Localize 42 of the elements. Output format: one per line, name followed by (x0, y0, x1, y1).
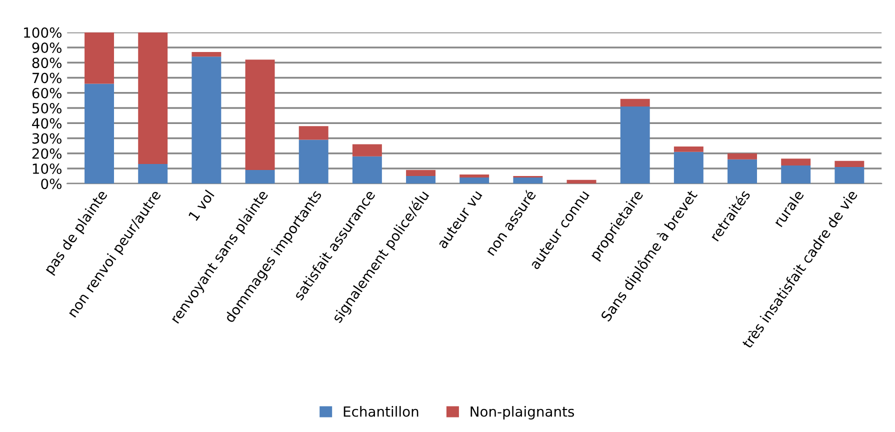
bar (298, 126, 328, 140)
bar (834, 166, 864, 184)
y-tick-label: 10% (32, 163, 62, 174)
bar (298, 140, 328, 184)
bar (352, 144, 382, 156)
y-tick-label: 90% (32, 42, 62, 53)
bar (245, 60, 275, 170)
bar (84, 32, 114, 84)
bar (728, 159, 757, 184)
y-tick-label: 70% (32, 72, 62, 84)
legend-label: Echantillon (344, 406, 418, 417)
bar (566, 180, 596, 184)
bar (674, 152, 704, 184)
legend-label: Non-plaignants (470, 406, 574, 420)
bar (728, 153, 757, 160)
bar (138, 164, 168, 184)
y-tick-label: 40% (32, 118, 62, 129)
y-tick-label: 20% (32, 148, 62, 159)
bar (406, 170, 436, 176)
x-tick-label: 1 vol (188, 190, 214, 222)
bar (781, 158, 811, 166)
bar (138, 32, 168, 164)
bar (460, 174, 490, 178)
y-tick-label: 30% (32, 133, 62, 144)
y-tick-label: 80% (32, 58, 62, 68)
bar (192, 52, 222, 57)
bar (352, 156, 382, 184)
bar (781, 165, 811, 184)
bar (460, 178, 490, 184)
y-tick-label: 100% (24, 27, 62, 38)
y-tick-label: 50% (32, 102, 62, 114)
y-tick-label: 60% (32, 88, 62, 98)
bar (406, 176, 436, 184)
bar (620, 106, 650, 184)
bar (245, 170, 275, 184)
bar (192, 56, 222, 184)
bar (84, 84, 114, 184)
bar (513, 178, 543, 184)
bar (674, 146, 704, 152)
bar (834, 160, 864, 167)
y-tick-label: 0% (41, 178, 62, 190)
bar (620, 98, 650, 106)
